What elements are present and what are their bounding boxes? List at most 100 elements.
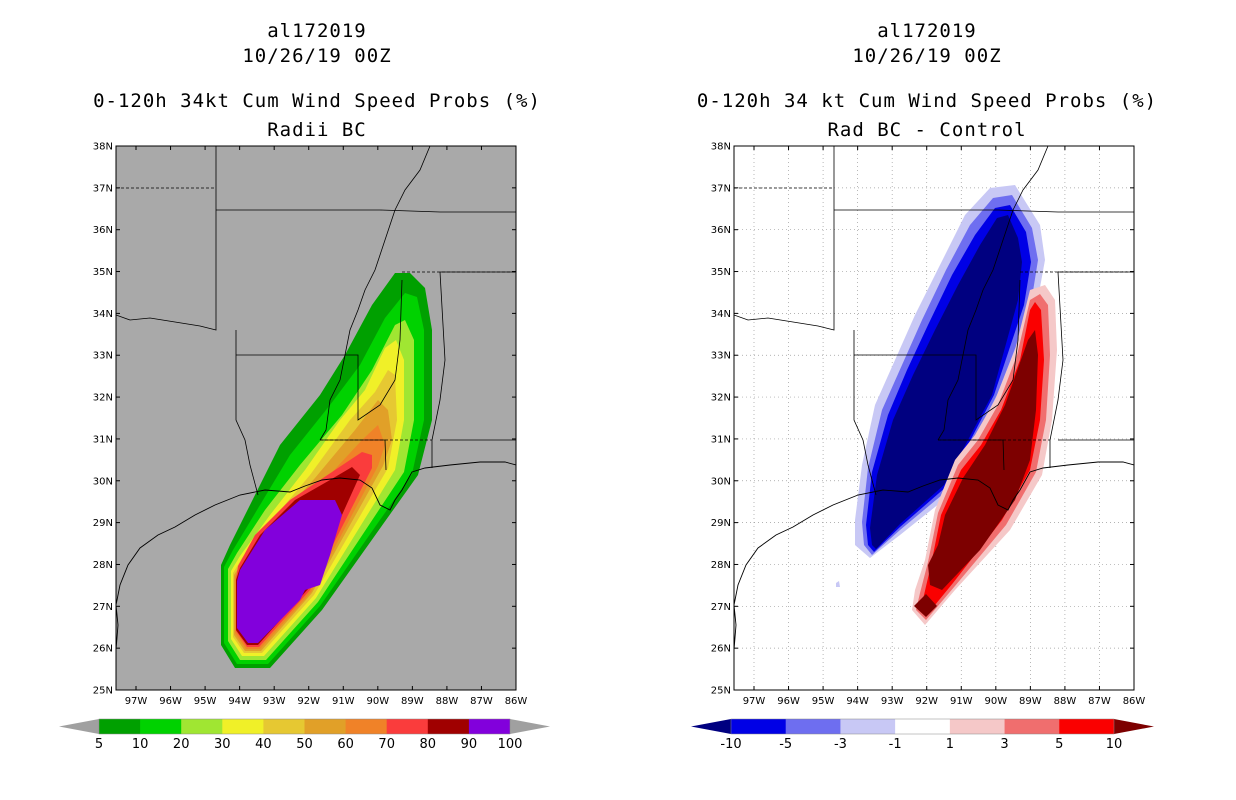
lat-label: 32N (93, 393, 113, 404)
colorbar-label: 1 (946, 737, 954, 752)
right-map-background (734, 146, 1134, 690)
colorbar-segment (731, 719, 787, 734)
lat-label: 27N (711, 602, 731, 613)
colorbar-segment (263, 719, 305, 734)
prob-swath-60 (235, 425, 385, 649)
lat-label: 35N (711, 267, 731, 278)
right-title-date: 10/26/19 00Z (852, 45, 1002, 67)
lon-label: 89W (401, 696, 424, 707)
right-title-product: 0-120h 34 kt Cum Wind Speed Probs (%) (696, 90, 1158, 112)
colorbar-under-triangle (691, 719, 731, 734)
left-map-background (116, 146, 516, 690)
colorbar-frame (98, 718, 511, 735)
colorbar-label: -10 (720, 737, 741, 752)
colorbar-frame (730, 718, 1115, 735)
lon-label: 95W (812, 696, 835, 707)
right-title-subtitle: Rad BC - Control (827, 119, 1027, 141)
lon-label: 86W (1123, 696, 1146, 707)
lat-label: 29N (711, 518, 731, 529)
lat-label: 27N (93, 602, 113, 613)
colorbar-label: -1 (889, 737, 902, 752)
right-title-storm: al172019 (877, 20, 977, 42)
lat-label: 26N (93, 644, 113, 655)
prob-swath-20 (228, 320, 414, 660)
lat-label: 37N (93, 183, 113, 194)
lon-label: 92W (297, 696, 320, 707)
river (319, 146, 431, 441)
lat-label: 28N (93, 560, 113, 571)
lat-label: 38N (711, 142, 731, 153)
diff-blue-3 (866, 205, 1031, 552)
colorbar-segment (222, 719, 264, 734)
colorbar-segment (181, 719, 223, 734)
prob-swath-30 (231, 340, 404, 656)
lat-label: 37N (711, 183, 731, 194)
diff-red-4b (914, 594, 937, 617)
river (937, 146, 1049, 441)
coastline-tx-south (116, 604, 119, 690)
lat-label: 30N (711, 476, 731, 487)
lat-label: 31N (93, 434, 113, 445)
colorbar-segment (304, 719, 347, 734)
diff-red-4 (928, 330, 1038, 590)
prob-swath-10 (224, 293, 424, 664)
colorbar-over-triangle (1114, 719, 1154, 734)
colorbar-segment (1004, 719, 1060, 734)
state-borders (116, 146, 516, 496)
colorbar-segment (1059, 719, 1115, 734)
lat-label: 26N (711, 644, 731, 655)
lon-label: 89W (1019, 696, 1042, 707)
lon-label: 91W (950, 696, 973, 707)
lat-label: 29N (93, 518, 113, 529)
right-map-ticks: 25N 26N 27N 28N 29N 30N 31N 32N 33N 34N 35N 36N 37N 3… (711, 142, 1146, 708)
lat-label: 38N (93, 142, 113, 153)
left-colorbar: 5 10 20 30 40 50 60 70 80 90 100 (59, 718, 550, 752)
colorbar-segment (949, 719, 1006, 734)
colorbar-label: 10 (1106, 737, 1123, 752)
lon-label: 90W (367, 696, 390, 707)
colorbar-label: 80 (420, 737, 437, 752)
colorbar-label: 40 (255, 737, 272, 752)
colorbar-segment (345, 719, 388, 734)
lon-label: 92W (915, 696, 938, 707)
colorbar-segment (840, 719, 896, 734)
colorbar-label: 100 (498, 737, 523, 752)
colorbar-segment (895, 719, 951, 734)
colorbar-label: 20 (173, 737, 190, 752)
colorbar-segment (427, 719, 470, 734)
lat-label: 33N (93, 351, 113, 362)
lon-label: 93W (881, 696, 904, 707)
lat-label: 28N (711, 560, 731, 571)
colorbar-label: 30 (214, 737, 231, 752)
diff-blue-2 (862, 195, 1038, 555)
right-map-frame (733, 145, 1135, 691)
lat-label: 25N (93, 686, 113, 697)
prob-swath-50 (234, 400, 392, 651)
lat-label: 34N (711, 309, 731, 320)
state-borders (734, 146, 1134, 496)
left-map-frame (115, 145, 517, 691)
left-title-date: 10/26/19 00Z (242, 45, 392, 67)
coastline (116, 461, 516, 606)
prob-swath-40 (233, 370, 397, 653)
lon-label: 88W (1054, 696, 1077, 707)
lon-label: 87W (470, 696, 493, 707)
lon-label: 97W (125, 696, 148, 707)
lat-label: 36N (93, 225, 113, 236)
colorbar-segment (386, 719, 429, 734)
left-title-subtitle: Radii BC (267, 119, 367, 141)
colorbar-label: 70 (378, 737, 395, 752)
lon-label: 86W (505, 696, 528, 707)
lon-label: 87W (1088, 696, 1111, 707)
diff-red-2 (916, 294, 1050, 620)
diff-red-3 (920, 302, 1044, 616)
colorbar-segment (785, 719, 841, 734)
left-map-ticks: 25N 26N 27N 28N 29N 30N 31N 32N 33N 34N 35N 36N 37N 3… (93, 142, 528, 708)
left-title-product: 0-120h 34kt Cum Wind Speed Probs (%) (93, 90, 541, 112)
lon-label: 97W (743, 696, 766, 707)
lat-label: 33N (711, 351, 731, 362)
colorbar-label: 5 (95, 737, 103, 752)
lon-label: 91W (332, 696, 355, 707)
colorbar-label: 50 (296, 737, 313, 752)
lon-label: 96W (777, 696, 800, 707)
